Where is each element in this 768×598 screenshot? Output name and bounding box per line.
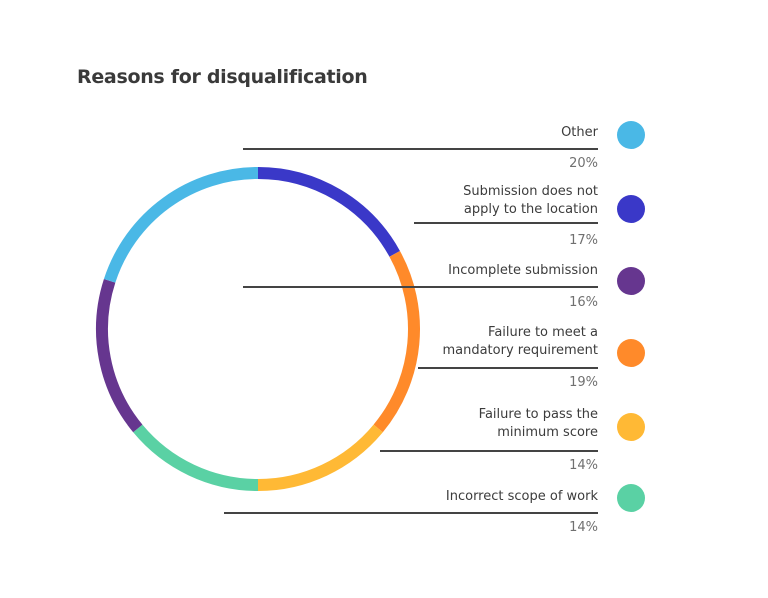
ring-segment: [133, 424, 259, 491]
ring-segment: [257, 167, 400, 257]
legend-color-dot-icon: [617, 121, 645, 149]
legend-label: Failure to pass the minimum score: [479, 406, 598, 442]
legend-label: Submission does not apply to the location: [463, 183, 598, 219]
legend-label-line: Incomplete submission: [448, 263, 598, 278]
leader-line: [243, 286, 598, 288]
legend-percent: 16%: [569, 295, 598, 310]
leader-line: [224, 512, 598, 514]
leader-line: [380, 450, 598, 452]
legend-label: Incomplete submission: [448, 262, 598, 280]
legend-color-dot-icon: [617, 195, 645, 223]
legend-label: Incorrect scope of work: [446, 488, 598, 506]
legend-label-line: Other: [561, 125, 598, 140]
legend-percent: 14%: [569, 520, 598, 535]
legend-color-dot-icon: [617, 413, 645, 441]
legend-label-line: mandatory requirement: [442, 343, 598, 358]
legend-label: Other: [561, 124, 598, 142]
ring-segment: [373, 250, 420, 433]
legend-label-line: Submission does not: [463, 184, 598, 199]
legend-label-line: apply to the location: [463, 202, 598, 217]
legend-label-line: Incorrect scope of work: [445, 489, 598, 504]
legend-label-line: Failure to pass the: [478, 407, 598, 422]
legend-color-dot-icon: [617, 267, 645, 295]
legend-percent: 14%: [569, 458, 598, 473]
ring-segment: [96, 278, 143, 433]
legend-label-line: Failure to meet a: [488, 325, 598, 340]
legend-percent: 19%: [569, 375, 598, 390]
legend-color-dot-icon: [617, 484, 645, 512]
legend-label: Failure to meet a mandatory requirement: [442, 324, 598, 360]
leader-line: [243, 148, 598, 150]
legend-percent: 20%: [569, 156, 598, 171]
legend-color-dot-icon: [617, 339, 645, 367]
ring-segment: [257, 424, 383, 491]
legend-percent: 17%: [569, 233, 598, 248]
leader-line: [418, 367, 598, 369]
legend-label-line: minimum score: [497, 425, 598, 440]
ring-segment: [103, 167, 259, 283]
leader-line: [414, 222, 598, 224]
chart-title: Reasons for disqualification: [77, 66, 368, 88]
